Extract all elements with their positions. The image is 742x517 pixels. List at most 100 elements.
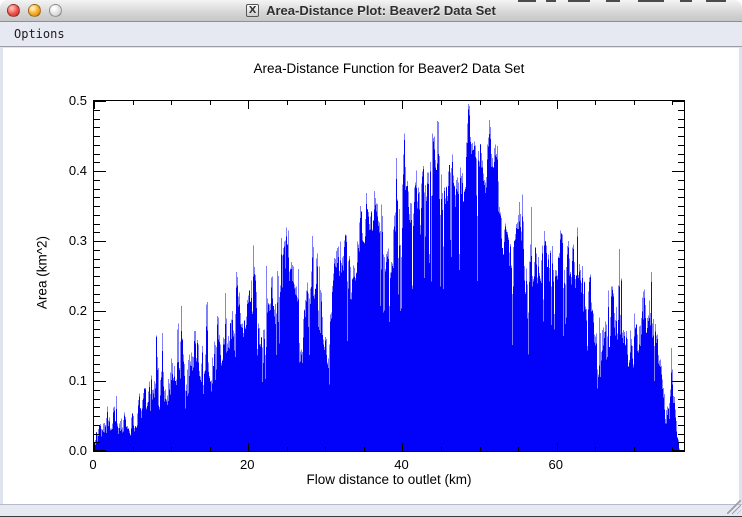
tick-mark [94,214,100,216]
tick-mark [678,424,684,426]
tick-mark [94,101,95,109]
tick-mark [672,381,684,382]
tick-mark [678,232,684,234]
tick-mark [94,223,100,225]
tick-mark [678,398,684,400]
tick-mark [678,153,684,155]
tick-mark [171,101,173,105]
x-tick-label: 20 [240,457,255,472]
y-tick-label: 0.4 [68,163,87,178]
x-axis-label: Flow distance to outlet (km) [306,472,472,487]
tick-mark [678,363,684,365]
tick-mark [94,363,100,365]
tick-mark [672,311,684,312]
tick-mark [94,311,106,312]
menu-options[interactable]: Options [14,27,65,41]
tick-mark [94,354,100,356]
tick-mark [672,101,674,105]
tick-mark [363,101,365,105]
tick-mark [678,118,684,120]
tick-mark [363,447,365,451]
close-button[interactable] [7,4,20,17]
tick-mark [678,276,684,277]
tick-mark [678,389,684,391]
tick-mark [595,447,597,451]
tick-mark [479,447,481,451]
tick-mark [678,258,684,260]
tick-mark [325,447,327,451]
tick-mark [94,249,100,251]
y-tick-label: 0.1 [68,373,87,388]
tick-mark [678,162,684,164]
tick-mark [94,267,100,269]
title-group: X Area-Distance Plot: Beaver2 Data Set [246,3,496,18]
tick-mark [595,101,597,105]
tick-mark [678,267,684,269]
tick-mark [678,328,684,330]
tick-mark [94,276,100,277]
x-tick-label: 60 [548,457,563,472]
tick-mark [678,302,684,304]
tick-mark [678,144,684,146]
tick-mark [678,319,684,321]
tick-mark [94,424,100,426]
tick-mark [94,241,106,242]
tick-mark [171,447,173,451]
y-axis-label: Area (km^2) [34,235,50,310]
tick-mark [94,127,100,129]
tick-mark [286,101,288,105]
tick-mark [672,101,684,102]
tick-mark [94,179,100,181]
tick-mark [94,284,100,286]
tick-mark [556,101,558,109]
tick-mark [672,171,684,172]
y-tick-label: 0.3 [68,233,87,248]
tick-mark [678,179,684,181]
tick-mark [94,337,100,339]
tick-mark [94,319,100,321]
tick-mark [678,407,684,409]
tick-mark [678,223,684,225]
tick-mark [209,447,211,451]
tick-mark [94,136,100,137]
tick-mark [678,109,684,111]
tick-mark [633,447,635,451]
tick-mark [678,249,684,251]
tick-mark [441,101,443,105]
plot-canvas: Area-Distance Function for Beaver2 Data … [3,48,739,504]
tick-mark [94,144,100,146]
tick-mark [672,241,684,242]
y-tick-label: 0.2 [68,303,87,318]
tick-mark [678,284,684,286]
tick-mark [94,171,106,172]
tick-mark [94,101,106,102]
y-tick-label: 0.0 [68,443,87,458]
tick-mark [678,206,684,207]
plot-frame [93,100,685,452]
tick-mark [672,450,684,451]
tick-mark [94,416,100,417]
tick-mark [518,101,520,105]
tick-mark [94,372,100,374]
tick-mark [94,407,100,409]
tick-mark [132,101,134,105]
tick-mark [248,101,250,109]
title-bar[interactable]: X Area-Distance Plot: Beaver2 Data Set [0,0,742,22]
tick-mark [209,101,211,105]
minimize-button[interactable] [28,4,41,17]
tick-mark [94,433,100,435]
resize-grip[interactable] [727,500,741,514]
tick-mark [94,302,100,304]
tick-mark [94,188,100,190]
tick-mark [94,162,100,164]
tick-mark [94,293,100,295]
tick-mark [678,346,684,347]
tick-mark [94,389,100,391]
tick-mark [94,153,100,155]
tick-mark [678,372,684,374]
tick-mark [678,433,684,435]
tick-mark [678,442,684,444]
tick-mark [94,197,100,199]
